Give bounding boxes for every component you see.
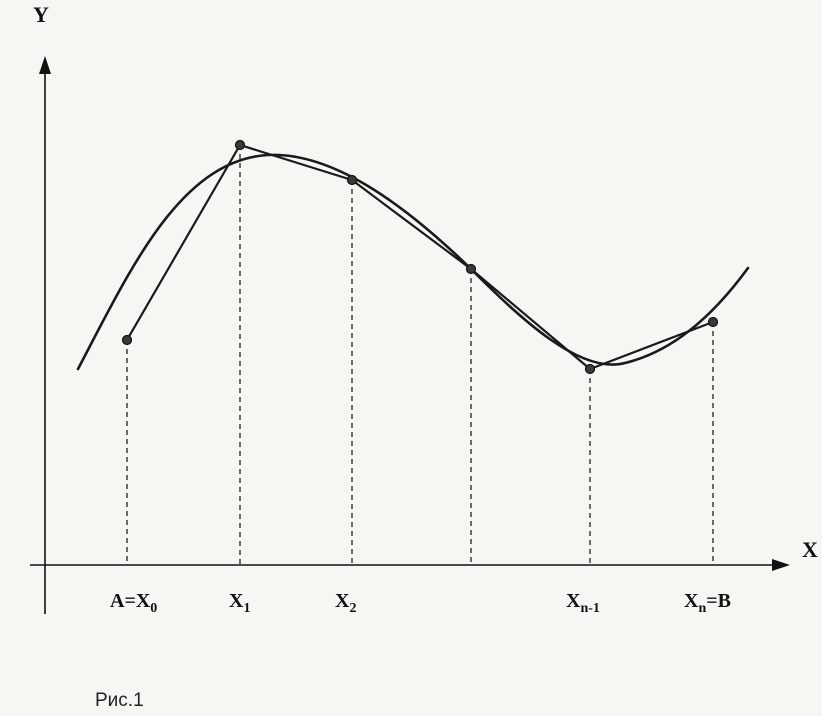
label-x2: X2 (335, 590, 356, 616)
node-x0 (121, 334, 133, 346)
node-x1 (234, 139, 246, 151)
label-xn-b: Xn=B (684, 590, 731, 616)
function-curve (76, 153, 750, 371)
y-axis-arrow (39, 56, 51, 74)
label-x1: X1 (229, 590, 250, 616)
approximating-polyline (126, 143, 714, 371)
x-axis-arrow (772, 559, 790, 571)
node-xn-1 (584, 363, 596, 375)
node-xn (707, 316, 719, 328)
label-xn-1: Xn-1 (566, 590, 600, 616)
node-x3 (465, 263, 477, 275)
label-a-x0: A=X0 (110, 590, 157, 616)
node-x2 (346, 174, 358, 186)
x-axis-label: X (802, 537, 818, 562)
figure-caption: Рис.1 (95, 690, 144, 711)
y-axis-label: Y (33, 2, 49, 27)
